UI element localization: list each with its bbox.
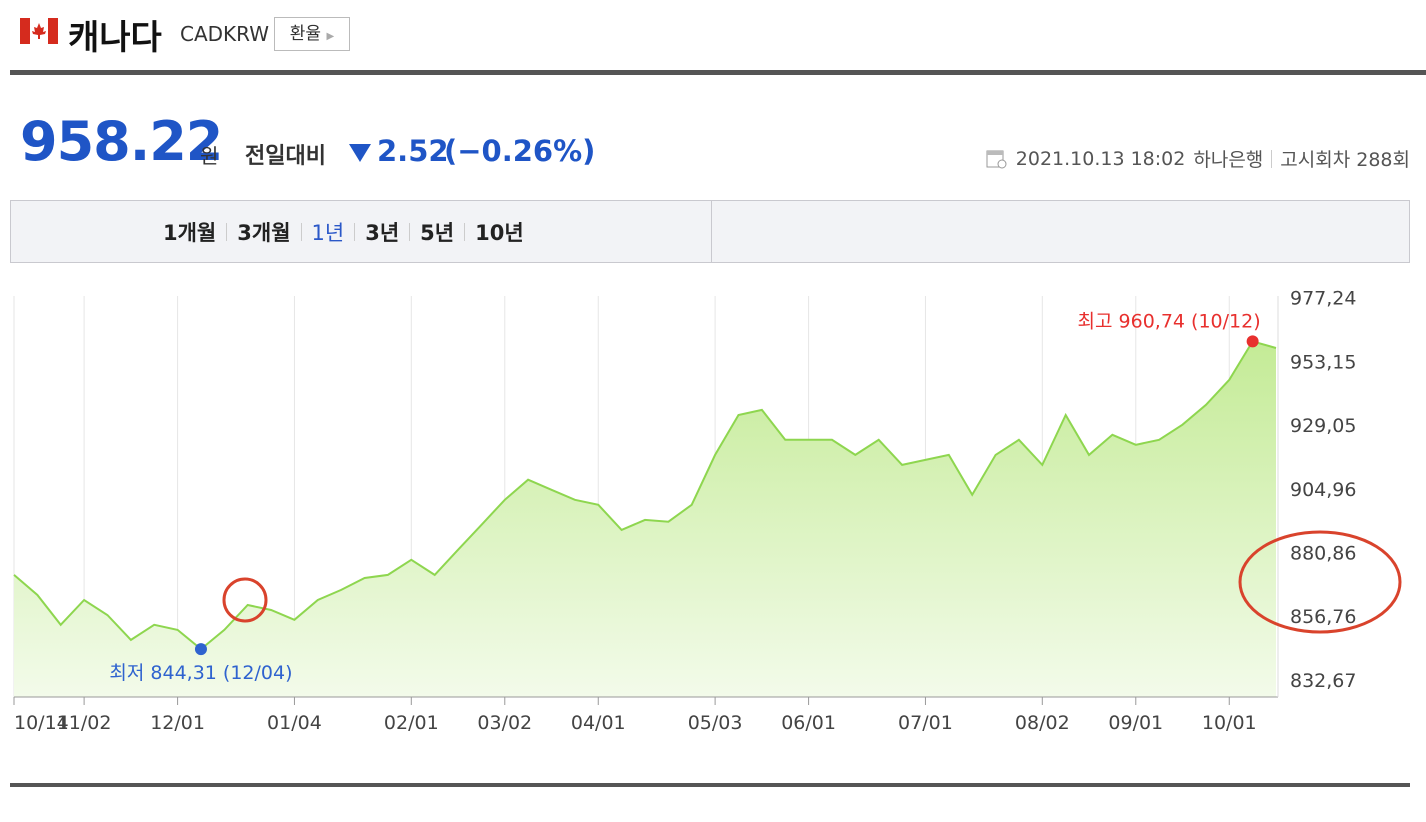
currency-name: 캐나다 xyxy=(68,18,162,58)
tab-separator xyxy=(354,223,356,241)
x-tick-label: 08/02 xyxy=(1015,712,1070,734)
change-percent: (−0.26%) xyxy=(444,134,596,168)
labels: 977,24 953,15 929,05 904,96 880,86 856,76 832,… xyxy=(13,288,1356,734)
tab-separator xyxy=(300,223,302,241)
button-label[interactable]: 환율 xyxy=(289,24,322,44)
plot xyxy=(13,335,1277,697)
high-label: 최고 960,74 (10/12) xyxy=(1078,310,1261,332)
exchange-button[interactable]: 환율 ▶ xyxy=(274,17,350,51)
x-tick-label: 10/01 xyxy=(1202,712,1257,734)
down-arrow xyxy=(349,144,371,162)
y-tick-label: 953,15 xyxy=(1290,351,1356,373)
period-tab[interactable]: 1개월 xyxy=(163,221,217,245)
period-tab[interactable]: 3개월 xyxy=(237,221,291,245)
tab-separator xyxy=(409,223,411,241)
compare-label: 전일대비 xyxy=(245,144,326,169)
round: 고시회차 288회 xyxy=(1280,149,1410,171)
x-tick-label: 05/03 xyxy=(688,712,743,734)
y-tick-label: 904,96 xyxy=(1290,479,1356,501)
bank: 하나은행 xyxy=(1193,149,1264,171)
calendar-icon xyxy=(986,150,1007,168)
divider xyxy=(10,783,1410,787)
high-point xyxy=(1246,335,1259,348)
divider xyxy=(10,70,1426,75)
highlight-circle xyxy=(222,577,268,623)
price-unit: 원 xyxy=(200,144,219,168)
y-tick-label: 977,24 xyxy=(1290,288,1356,310)
x-tick-label: 01/04 xyxy=(267,712,322,734)
x-tick-label: 12/01 xyxy=(150,712,205,734)
x-tick-label: 03/02 xyxy=(477,712,532,734)
line xyxy=(13,340,1277,651)
x-tick-label: 04/01 xyxy=(571,712,626,734)
y-tick-label: 929,05 xyxy=(1290,415,1356,437)
y-tick-label: 880,86 xyxy=(1290,543,1356,565)
tab-separator xyxy=(464,223,466,241)
area xyxy=(14,341,1276,697)
x-tick-label: 07/01 xyxy=(898,712,953,734)
period-tab[interactable]: 3년 xyxy=(365,221,400,245)
highlight-circle xyxy=(1238,530,1402,634)
x-tick-label: 09/01 xyxy=(1108,712,1163,734)
quote-meta: 2021.10.13 18:02 하나은행 고시회차 288회 xyxy=(986,145,1410,172)
flag-icon xyxy=(20,18,58,44)
period-tab[interactable]: 10년 xyxy=(475,221,524,245)
period-tab[interactable]: 1년 xyxy=(311,221,345,245)
period-tabs: 1개월 3개월 1년 3년 5년 10년 xyxy=(10,200,1410,263)
change: 2.52 xyxy=(377,134,449,168)
low-label: 최저 844,31 (12/04) xyxy=(109,662,292,684)
x-tick-label: 06/01 xyxy=(781,712,836,734)
x-tick-label: 02/01 xyxy=(384,712,439,734)
period-tab[interactable]: 5년 xyxy=(420,221,455,245)
x-tick-label: 11/02 xyxy=(57,712,112,734)
y-tick-label: 856,76 xyxy=(1290,606,1356,628)
y-tick-label: 832,67 xyxy=(1290,670,1356,692)
tab-separator xyxy=(226,223,228,241)
x-tick-label: 10/14 xyxy=(14,712,69,734)
currency-code: CADKRW xyxy=(180,22,270,46)
datetime: 2021.10.13 18:02 xyxy=(1015,147,1186,170)
low-point xyxy=(194,643,207,656)
price: 958.22 xyxy=(20,110,223,173)
